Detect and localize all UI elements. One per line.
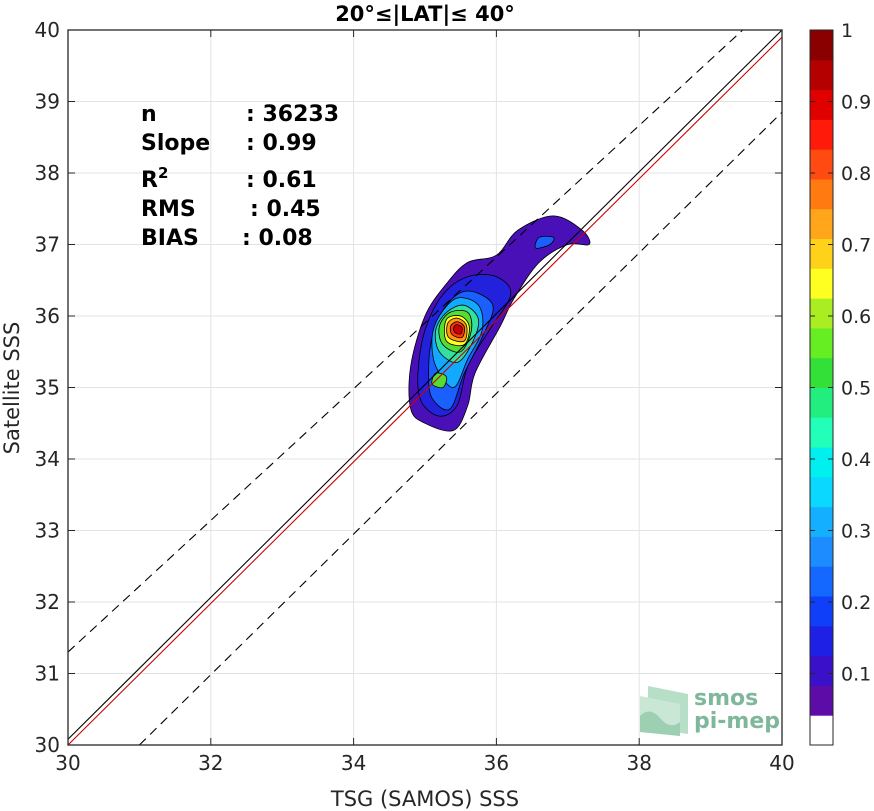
y-tick-label: 40 — [35, 18, 60, 42]
colorbar-segment — [810, 149, 833, 180]
colorbar-segment — [810, 685, 833, 716]
colorbar-segment — [810, 119, 833, 150]
colorbar-tick-label: 1 — [841, 20, 853, 42]
colorbar-segment — [810, 476, 833, 508]
stat-label: n — [141, 102, 157, 127]
colorbar-tick-label: 0.5 — [841, 378, 871, 400]
logo-text-smos: smos — [694, 686, 758, 711]
colorbar-segment — [810, 327, 833, 359]
density-contour — [453, 324, 463, 335]
y-tick-label: 33 — [35, 519, 60, 543]
colorbar-segment — [810, 178, 833, 210]
x-tick-label: 38 — [626, 751, 651, 775]
colorbar-segment — [810, 715, 833, 746]
y-tick-label: 36 — [35, 304, 60, 328]
stat-value: : 0.99 — [246, 131, 317, 156]
colorbar-segment — [810, 30, 833, 61]
colorbar-segment — [810, 89, 833, 120]
x-tick-label: 32 — [198, 751, 223, 775]
colorbar-segment — [810, 417, 833, 448]
y-tick-label: 34 — [35, 447, 60, 471]
reference-line-1-1 — [67, 29, 783, 740]
x-tick-label: 36 — [484, 751, 509, 775]
reference-line-fit — [67, 36, 783, 746]
reference-line-lower — [139, 111, 783, 746]
stat-value: : 0.08 — [242, 226, 313, 251]
colorbar-segment — [810, 298, 833, 329]
reference-lines — [67, 29, 783, 746]
colorbar-segment — [810, 566, 833, 597]
stat-label: BIAS — [141, 226, 199, 251]
colorbar-tick-label: 0.7 — [841, 235, 871, 257]
grid — [67, 29, 783, 746]
logo-text-pi-mep: pi-mep — [694, 709, 780, 734]
colorbar-tick-label: 0.3 — [841, 521, 871, 543]
y-tick-label: 35 — [35, 376, 60, 400]
x-axis-ticks: 30 32 34 36 38 40 — [55, 30, 795, 775]
logo-mark — [640, 686, 688, 736]
colorbar-segment — [810, 387, 833, 418]
colorbar-segment — [810, 238, 833, 269]
y-tick-label: 32 — [35, 590, 60, 614]
y-tick-label: 39 — [35, 90, 60, 114]
colorbar-tick-label: 0.4 — [841, 449, 871, 471]
y-tick-label: 37 — [35, 233, 60, 257]
stat-value: : 36233 — [246, 102, 339, 127]
colorbar-tick-label: 0.2 — [841, 592, 871, 614]
chart-title: 20°≤|LAT|≤ 40° — [335, 2, 515, 27]
stat-label: RMS — [141, 197, 196, 222]
colorbar-segment — [810, 536, 833, 567]
colorbar-segment — [810, 506, 833, 537]
colorbar-segment — [810, 357, 833, 388]
stat-label-superscript: 2 — [158, 164, 168, 182]
x-axis-label: TSG (SAMOS) SSS — [330, 787, 519, 811]
colorbar-tick-label: 0.8 — [841, 163, 871, 185]
x-tick-label: 40 — [769, 751, 794, 775]
y-tick-label: 31 — [35, 662, 60, 686]
colorbar-tick-label: 0.1 — [841, 664, 871, 686]
colorbar-tick-label: 0.6 — [841, 306, 871, 328]
y-axis-ticks: 30 31 32 33 34 35 36 37 38 39 40 — [35, 18, 782, 757]
colorbar-segment — [810, 268, 833, 299]
x-tick-label: 30 — [55, 751, 80, 775]
colorbar-segment — [810, 59, 833, 91]
y-tick-label: 38 — [35, 161, 60, 185]
colorbar-segment — [810, 596, 833, 627]
y-axis-label: Satellite SSS — [0, 322, 24, 455]
colorbar-segment — [810, 655, 833, 686]
reference-line-upper — [67, 29, 744, 653]
density-contour-blob — [534, 235, 555, 249]
stat-label: Slope — [141, 131, 210, 156]
colorbar-segment — [810, 208, 833, 240]
colorbar-tick-label: 0.9 — [841, 92, 871, 114]
stat-value: : 0.45 — [250, 197, 321, 222]
stat-value: : 0.61 — [246, 168, 317, 193]
colorbar-segment — [810, 625, 833, 657]
y-tick-label: 30 — [35, 733, 60, 757]
x-tick-label: 34 — [341, 751, 366, 775]
smos-pi-mep-logo: smos pi-mep — [640, 686, 780, 736]
colorbar-segment — [810, 447, 833, 478]
colorbar: 0.1 0.2 0.3 0.4 0.5 0.6 0.7 0.8 0.9 1 — [809, 20, 871, 746]
